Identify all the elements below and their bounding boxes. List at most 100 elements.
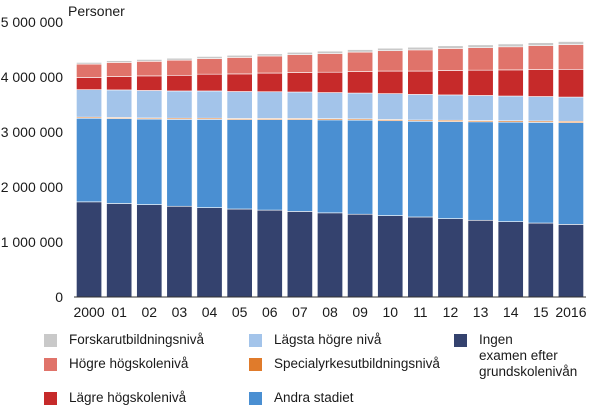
legend-swatch: [44, 358, 57, 371]
x-tick-label: 08: [322, 304, 338, 320]
legend-label: Specialyrkesutbildningsnivå: [274, 356, 440, 371]
y-tick-label: 0: [55, 289, 63, 305]
bar-segment: [347, 213, 374, 298]
bar-segment: [437, 70, 464, 96]
bar-segment: [136, 61, 163, 77]
bar-segment: [347, 51, 374, 72]
bar-segment: [286, 119, 313, 212]
x-tick-label: 02: [142, 304, 158, 320]
bar-segment: [347, 92, 374, 120]
bar-segment: [136, 75, 163, 91]
bar-segment: [76, 77, 103, 90]
bar-segment: [256, 119, 283, 211]
legend-item-lagre-hogskola: Lägre högskolenivå: [44, 390, 186, 406]
bar-segment: [407, 216, 434, 298]
bar-segment: [377, 50, 404, 72]
bar-segment: [497, 69, 524, 97]
bar-segment: [527, 45, 554, 70]
bar-segment: [377, 120, 404, 216]
chart-plot: Personer 0 1 000 000 2 000 000 3 000 000 4 00…: [1, 3, 587, 320]
x-tick-label: 04: [202, 304, 218, 320]
bar-segment: [497, 95, 524, 122]
y-tick-label: 5 000 000: [1, 14, 63, 30]
bar-segment: [256, 91, 283, 119]
legend-label: Lägsta högre nivå: [274, 332, 382, 347]
bar-segment: [437, 218, 464, 298]
bar-segment: [256, 55, 283, 74]
legend-label: Forskarutbildningsnivå: [69, 332, 205, 347]
bar-segment: [196, 58, 223, 75]
legend-label: Lägre högskolenivå: [69, 390, 187, 405]
y-tick-label: 2 000 000: [1, 179, 63, 195]
bar-segment: [196, 90, 223, 119]
bar-segment: [557, 69, 584, 98]
bar-segment: [256, 209, 283, 298]
x-tick-label: 10: [382, 304, 398, 320]
bar-segment: [317, 212, 343, 298]
bar-segment: [317, 92, 343, 119]
bar-segment: [226, 91, 253, 119]
x-tick-label: 15: [533, 304, 549, 320]
bar-segment: [76, 63, 103, 78]
bar-segment: [527, 69, 554, 97]
y-axis-title: Personer: [68, 3, 125, 19]
bar-segment: [136, 118, 163, 205]
legend-label: Högre högskolenivå: [69, 356, 189, 371]
bar-segment: [407, 46, 434, 51]
x-tick-label: 2016: [555, 304, 586, 320]
x-tick-label: 07: [292, 304, 308, 320]
bar-segment: [286, 91, 313, 119]
bar-segment: [286, 72, 313, 93]
bar-segment: [226, 119, 253, 210]
bar-segment: [557, 41, 584, 45]
legend-item-ingen-examen: Ingen examen efter grundskolenivån: [454, 332, 577, 380]
bar-segment: [467, 44, 494, 48]
y-tick-label: 3 000 000: [1, 124, 63, 140]
bar-segment: [256, 53, 283, 57]
bar-segment: [166, 119, 193, 207]
bar-segment: [196, 119, 223, 208]
bar-segment: [106, 62, 133, 77]
bar-segment: [407, 94, 434, 121]
legend-item-specialyrke: Specialyrkesutbildningsnivå: [249, 356, 440, 372]
y-tick-label: 1 000 000: [1, 234, 63, 250]
bar-segment: [166, 59, 193, 76]
x-tick-label: 11: [413, 304, 428, 320]
legend-item-lagsta-hogre: Lägsta högre nivå: [249, 332, 381, 348]
bar-segment: [166, 74, 193, 92]
bar-segment: [497, 46, 524, 71]
bar-segment: [317, 119, 343, 214]
bar-segment: [437, 48, 464, 71]
bar-segment: [437, 121, 464, 219]
legend-swatch: [44, 392, 57, 405]
bar-segment: [467, 69, 494, 96]
y-tick-label: 4 000 000: [1, 69, 63, 85]
legend-swatch: [249, 334, 262, 347]
bar-segment: [347, 71, 374, 94]
bar-segment: [317, 50, 343, 54]
bar-segment: [166, 205, 193, 298]
bar-segment: [286, 51, 313, 55]
bar-segment: [497, 121, 524, 222]
legend-label: Ingen examen efter grundskolenivån: [479, 332, 578, 379]
bar-segment: [106, 118, 133, 204]
bar-segment: [467, 219, 494, 298]
bar-segment: [557, 122, 584, 225]
bar-segment: [557, 224, 584, 298]
bar-segment: [166, 90, 193, 119]
bar-segment: [226, 208, 253, 298]
legend-swatch: [44, 334, 57, 347]
bar-segment: [196, 73, 223, 92]
bar-segment: [76, 62, 103, 65]
x-tick-label: 05: [232, 304, 248, 320]
bar-segment: [527, 42, 554, 46]
bar-segment: [557, 96, 584, 122]
x-tick-label: 01: [111, 304, 127, 320]
bar-segment: [106, 76, 133, 91]
bar-segment: [76, 117, 103, 203]
bar-segment: [286, 54, 313, 73]
bar-segment: [317, 53, 343, 73]
bar-segment: [256, 72, 283, 93]
bar-segment: [286, 211, 313, 298]
bar-segment: [106, 89, 133, 118]
